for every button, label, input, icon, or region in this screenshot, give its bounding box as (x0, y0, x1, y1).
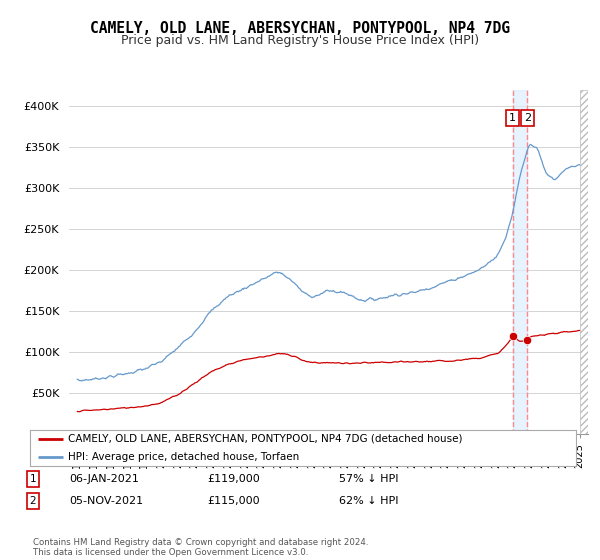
Text: 2: 2 (29, 496, 37, 506)
Text: CAMELY, OLD LANE, ABERSYCHAN, PONTYPOOL, NP4 7DG: CAMELY, OLD LANE, ABERSYCHAN, PONTYPOOL,… (90, 21, 510, 36)
Text: HPI: Average price, detached house, Torfaen: HPI: Average price, detached house, Torf… (68, 452, 299, 462)
Text: 2: 2 (524, 113, 531, 123)
Text: 06-JAN-2021: 06-JAN-2021 (69, 474, 139, 484)
Text: 62% ↓ HPI: 62% ↓ HPI (339, 496, 398, 506)
Text: £119,000: £119,000 (207, 474, 260, 484)
Text: £115,000: £115,000 (207, 496, 260, 506)
Text: 05-NOV-2021: 05-NOV-2021 (69, 496, 143, 506)
Text: 57% ↓ HPI: 57% ↓ HPI (339, 474, 398, 484)
Text: Contains HM Land Registry data © Crown copyright and database right 2024.
This d: Contains HM Land Registry data © Crown c… (33, 538, 368, 557)
Text: 1: 1 (29, 474, 37, 484)
Bar (513, 90, 527, 434)
Text: Price paid vs. HM Land Registry's House Price Index (HPI): Price paid vs. HM Land Registry's House … (121, 34, 479, 46)
Text: 1: 1 (509, 113, 516, 123)
Text: CAMELY, OLD LANE, ABERSYCHAN, PONTYPOOL, NP4 7DG (detached house): CAMELY, OLD LANE, ABERSYCHAN, PONTYPOOL,… (68, 434, 463, 444)
